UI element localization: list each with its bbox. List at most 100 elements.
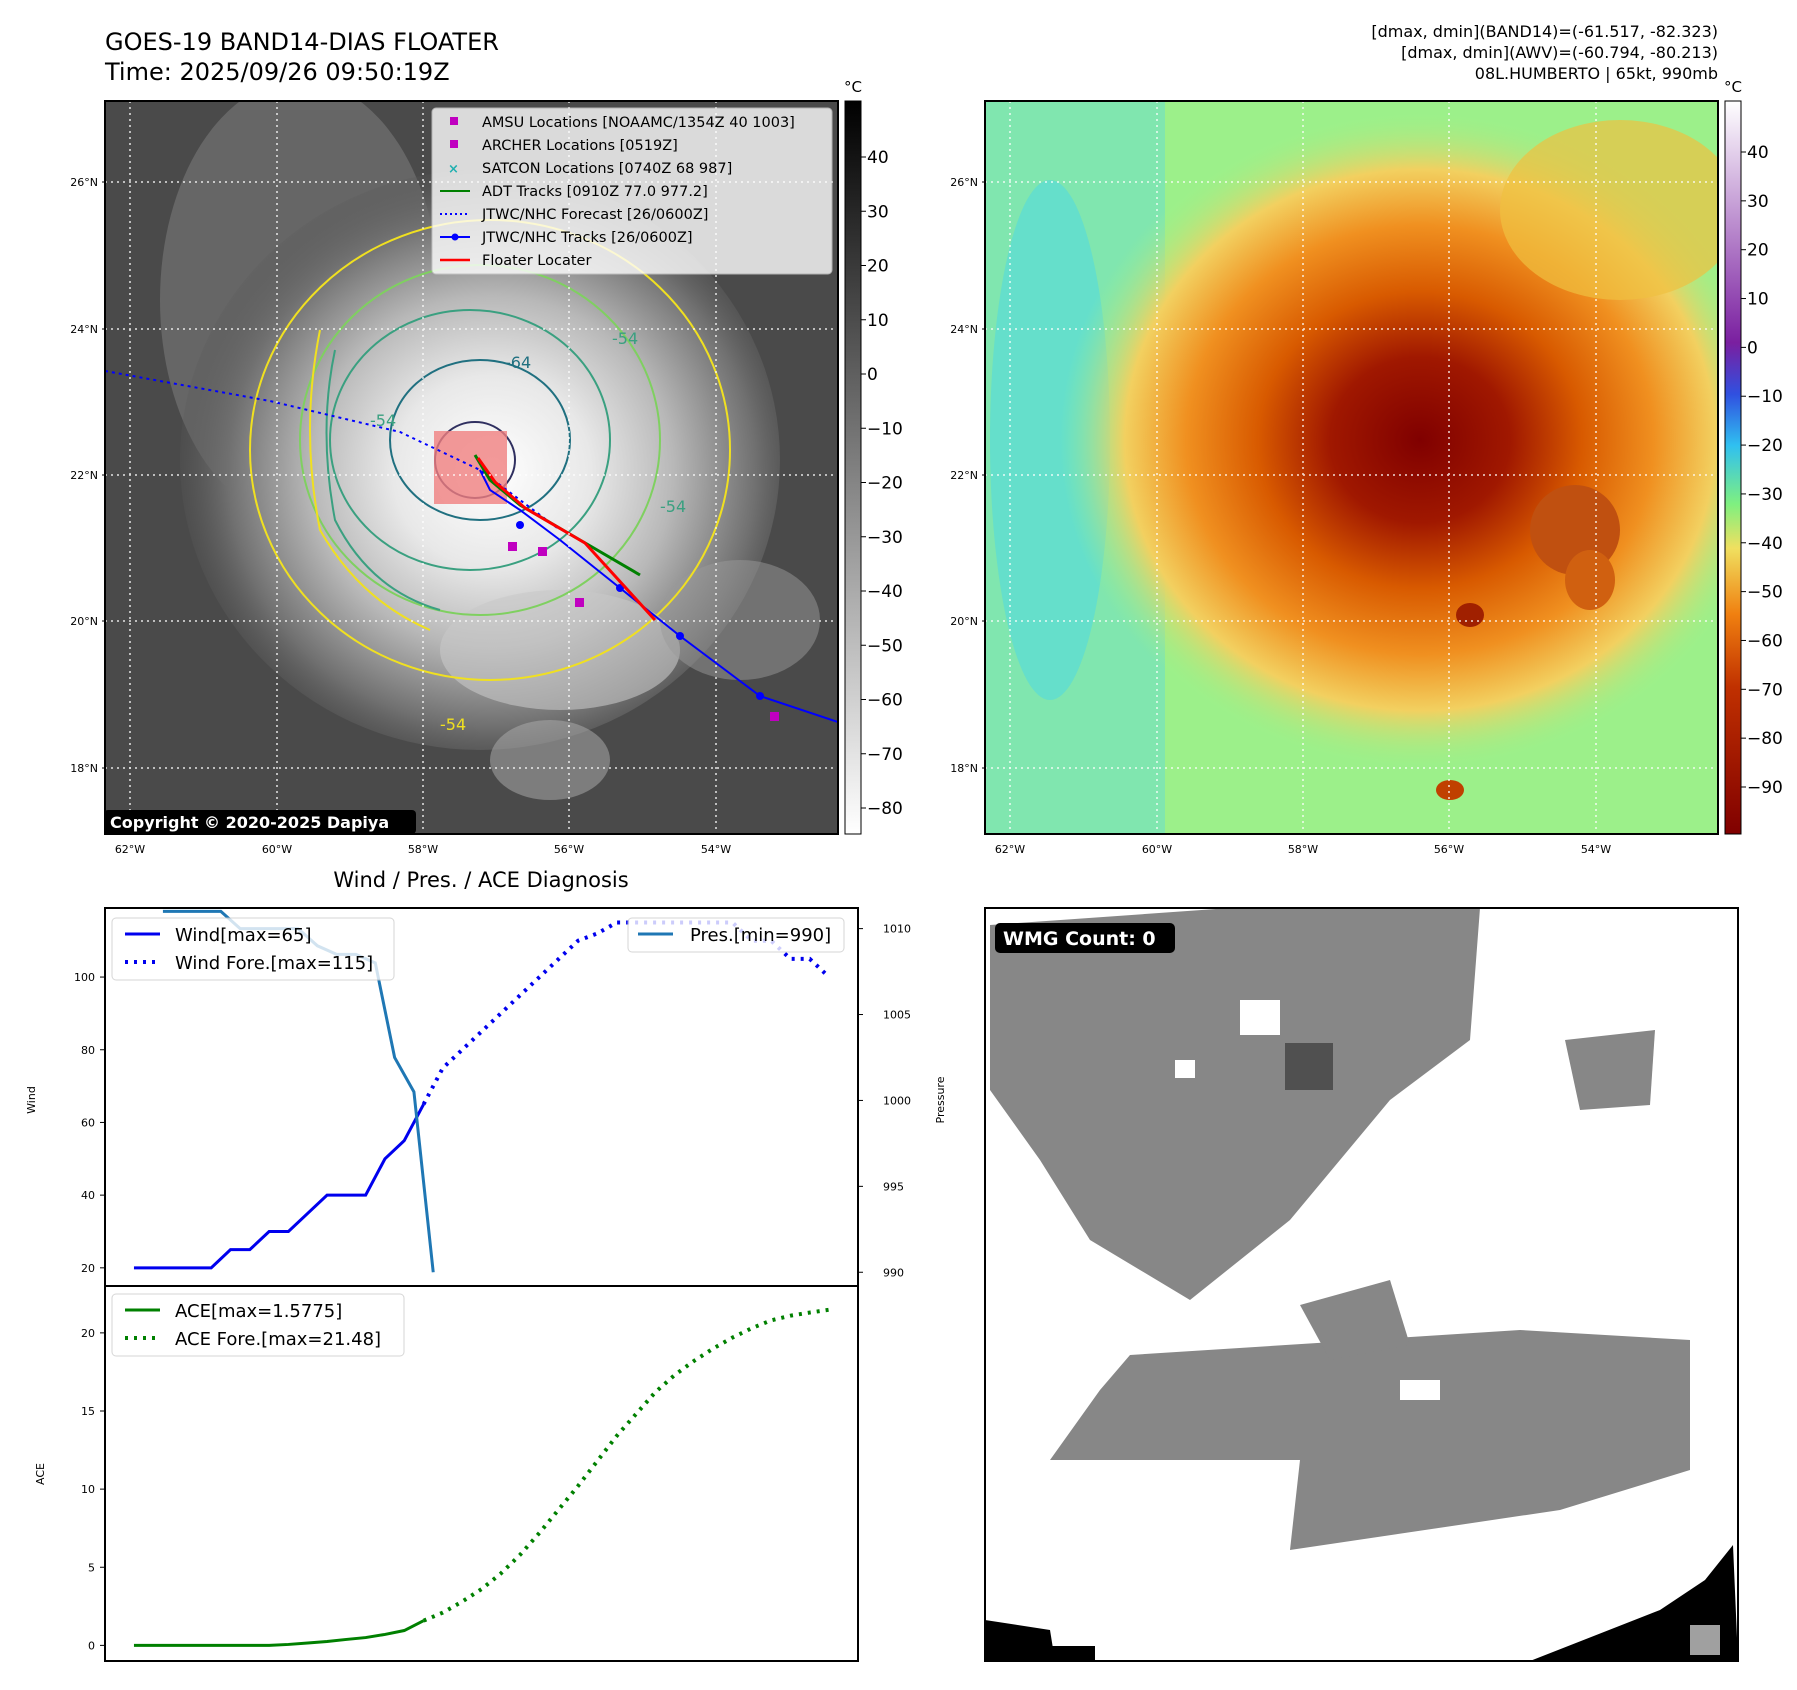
ir-colorbar-ticks: 40 30 20 10 0 −10 −20 −30 −40 −50 −60 −70 −80	[861, 148, 903, 819]
figure-title: GOES-19 BAND14-DIAS FLOATER	[105, 28, 499, 56]
legend-archer-marker	[450, 140, 458, 148]
legend-ace: ACE[max=1.5775]	[175, 1301, 342, 1322]
colorbar-tick-label: −70	[867, 745, 903, 765]
colorbar-tick-label: −30	[1747, 485, 1783, 505]
wmg-badge	[995, 923, 1175, 953]
legend-adt: ADT Tracks [0910Z 77.0 977.2]	[482, 184, 708, 200]
contour-label: -64	[505, 353, 531, 372]
colorbar-tick-label: 40	[867, 148, 889, 168]
colorbar-tick-label: 0	[1747, 338, 1758, 358]
ace-ylabel: ACE	[34, 1463, 47, 1485]
lon-tick-label: 58°W	[1288, 843, 1318, 856]
colorbar-tick-label: −80	[1747, 729, 1783, 749]
legend-forecast: JTWC/NHC Forecast [26/0600Z]	[481, 207, 708, 223]
colorbar-tick-label: −80	[867, 799, 903, 819]
series-line-1	[421, 920, 831, 1106]
lon-tick-label: 62°W	[995, 843, 1025, 856]
lat-tick-label: 20°N	[70, 615, 98, 628]
lat-tick-label: 24°N	[950, 323, 978, 336]
color-ir-map	[985, 101, 1718, 834]
colorbar-tick-label: 0	[867, 365, 878, 385]
wind-tick-label: 20	[81, 1262, 95, 1275]
legend-tracks: JTWC/NHC Tracks [26/0600Z]	[481, 230, 693, 246]
legend-ace-forecast: ACE Fore.[max=21.48]	[175, 1329, 381, 1350]
info-storm: 08L.HUMBERTO | 65kt, 990mb	[1475, 64, 1718, 83]
series-line-0	[133, 1103, 425, 1270]
legend-pressure: Pres.[min=990]	[690, 925, 831, 946]
legend-satcon-marker: ×	[448, 162, 459, 177]
color-lon-labels: 62°W 60°W 58°W 56°W 54°W	[995, 843, 1611, 856]
pressure-tick-label: 990	[883, 1266, 904, 1279]
ace-tick-label: 5	[88, 1561, 95, 1574]
wind-tick-label: 100	[74, 971, 95, 984]
ir-colorbar	[844, 100, 862, 835]
color-colorbar-unit: °C	[1724, 78, 1742, 96]
ir-colorbar-unit: °C	[844, 78, 862, 96]
colorbar-tick-label: 30	[1747, 192, 1769, 212]
ir-lon-labels: 62°W 60°W 58°W 56°W 54°W	[115, 843, 731, 856]
colorbar-tick-label: −90	[1747, 778, 1783, 798]
ace-tick-label: 10	[81, 1483, 95, 1496]
ace-series-line-0	[133, 1619, 425, 1647]
lat-tick-label: 20°N	[950, 615, 978, 628]
colorbar-tick-label: −30	[867, 528, 903, 548]
pressure-tick-label: 1005	[883, 1009, 911, 1022]
lon-tick-label: 56°W	[1434, 843, 1464, 856]
colorbar-tick-label: −60	[1747, 631, 1783, 651]
colorbar-tick-label: 10	[1747, 290, 1769, 310]
diagnosis-title: Wind / Pres. / ACE Diagnosis	[333, 868, 628, 892]
ir-lat-labels: 26°N 24°N 22°N 20°N 18°N	[70, 176, 105, 775]
colorbar-tick-label: −70	[1747, 680, 1783, 700]
wind-tick-label: 80	[81, 1044, 95, 1057]
lon-tick-label: 58°W	[408, 843, 438, 856]
lon-tick-label: 60°W	[262, 843, 292, 856]
pressure-tick-label: 1000	[883, 1094, 911, 1107]
info-awv-range: [dmax, dmin](AWV)=(-60.794, -80.213)	[1401, 43, 1718, 62]
wmg-count: WMG Count: 0	[1003, 928, 1156, 950]
lon-tick-label: 60°W	[1142, 843, 1172, 856]
wind-tick-label: 40	[81, 1189, 95, 1202]
colorbar-tick-label: −10	[1747, 387, 1783, 407]
color-lat-labels: 26°N 24°N 22°N 20°N 18°N	[950, 176, 985, 775]
wind-ylabel: Wind	[25, 1086, 38, 1114]
lon-tick-label: 56°W	[554, 843, 584, 856]
contour-label: -54	[660, 497, 686, 516]
colorbar-tick-label: 40	[1747, 143, 1769, 163]
contour-label: -54	[612, 329, 638, 348]
lon-tick-label: 54°W	[701, 843, 731, 856]
legend-amsu-marker	[450, 117, 458, 125]
colorbar-tick-label: −40	[867, 582, 903, 602]
lat-tick-label: 22°N	[950, 469, 978, 482]
ace-tick-label: 0	[88, 1639, 95, 1652]
lat-tick-label: 18°N	[950, 762, 978, 775]
copyright-text: Copyright © 2020-2025 Dapiya	[110, 813, 389, 832]
legend-satcon: SATCON Locations [0740Z 68 987]	[482, 161, 732, 177]
colorbar-tick-label: −20	[867, 474, 903, 494]
lat-tick-label: 24°N	[70, 323, 98, 336]
lon-tick-label: 62°W	[115, 843, 145, 856]
lon-tick-label: 54°W	[1581, 843, 1611, 856]
colorbar-tick-label: 30	[867, 202, 889, 222]
wind-tick-label: 60	[81, 1116, 95, 1129]
colorbar-tick-label: −50	[867, 636, 903, 656]
pressure-ylabel: Pressure	[934, 1076, 947, 1123]
map-legend: AMSU Locations [NOAAMC/1354Z 40 1003] AR…	[431, 107, 833, 275]
ace-tick-label: 15	[81, 1405, 95, 1418]
colorbar-tick-label: −60	[867, 691, 903, 711]
figure-time: Time: 2025/09/26 09:50:19Z	[104, 58, 450, 86]
colorbar-tick-label: 10	[867, 311, 889, 331]
colorbar-tick-label: −20	[1747, 436, 1783, 456]
color-colorbar	[1724, 100, 1742, 835]
lat-tick-label: 18°N	[70, 762, 98, 775]
info-band14-range: [dmax, dmin](BAND14)=(-61.517, -82.323)	[1371, 22, 1718, 41]
legend-archer: ARCHER Locations [0519Z]	[482, 138, 678, 154]
legend-wind: Wind[max=65]	[175, 925, 312, 946]
colorbar-tick-label: −40	[1747, 534, 1783, 554]
lat-tick-label: 26°N	[950, 176, 978, 189]
legend-floater: Floater Locater	[482, 253, 591, 269]
colorbar-tick-label: −50	[1747, 583, 1783, 603]
pressure-tick-label: 995	[883, 1180, 904, 1193]
colorbar-tick-label: 20	[867, 257, 889, 277]
copyright-badge	[104, 810, 416, 834]
